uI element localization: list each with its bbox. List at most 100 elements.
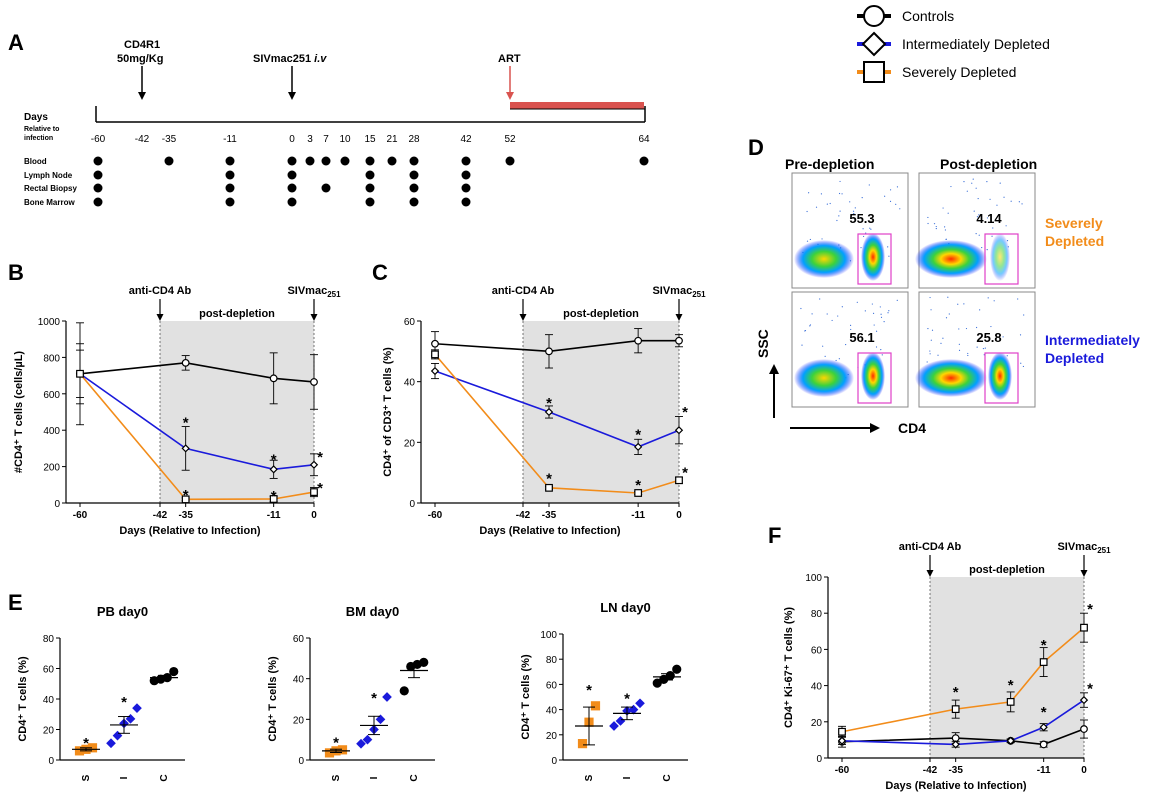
y-tick-label: 40 [546, 706, 558, 717]
flow-event-dot [979, 309, 981, 311]
sample-dot [365, 183, 375, 193]
flow-event-dot [896, 186, 899, 188]
y-tick-label: 40 [43, 695, 55, 706]
significance-star: * [624, 691, 630, 708]
flow-event-dot [1002, 336, 1004, 338]
timeline-day-label: 52 [504, 134, 516, 145]
flow-event-dot [1022, 365, 1025, 368]
flow-event-dot [865, 232, 867, 234]
flow-event-dot [944, 229, 947, 231]
y-tick-label: 60 [811, 645, 823, 656]
significance-star: * [1087, 681, 1093, 698]
data-point-C [169, 666, 179, 677]
flow-event-dot [971, 182, 973, 184]
y-tick-label: 1000 [38, 317, 61, 328]
sample-dot [225, 156, 235, 166]
flow-event-dot [875, 346, 878, 348]
flow-y-arrowhead [769, 364, 779, 374]
flow-event-dot [838, 192, 841, 195]
siv-label: SIVmac251 [287, 285, 341, 299]
series-line-intermediate [434, 370, 680, 448]
flow-event-dot [963, 303, 965, 305]
data-point-controls [1080, 725, 1088, 733]
flow-event-dot [984, 347, 986, 349]
x-tick-label: -35 [948, 765, 963, 776]
flow-event-dot [880, 316, 883, 318]
data-point-severe [310, 488, 318, 496]
y-tick-label: 20 [43, 726, 55, 737]
legend-circle-marker [863, 5, 885, 27]
chart-title: LN day0 [600, 600, 651, 615]
flow-event-dot [977, 197, 979, 200]
flow-event-dot [824, 355, 826, 357]
siv-label-main: SIVmac [1057, 541, 1097, 553]
y-tick-label: 600 [43, 390, 60, 401]
flow-event-dot [1017, 298, 1019, 300]
flow-event-dot [862, 228, 864, 230]
flow-event-dot [958, 343, 960, 345]
flow-event-dot [811, 313, 813, 315]
cd4-negative-population [915, 359, 987, 397]
flow-event-dot [879, 306, 881, 308]
y-tick-label: 0 [48, 756, 54, 767]
timeline-day-label: 28 [408, 134, 420, 145]
x-axis-label: Days (Relative to Infection) [479, 525, 621, 537]
series-line-intermediate [79, 373, 315, 471]
legend-item-controls: Controls [857, 5, 954, 27]
data-point-intermediate [1039, 723, 1048, 732]
timeline-day-label: -60 [91, 134, 106, 145]
x-tick-label: -11 [1037, 765, 1051, 776]
flow-event-dot [945, 238, 947, 241]
data-point-controls [1039, 740, 1048, 749]
significance-star: * [183, 487, 189, 504]
x-tick-label: -42 [923, 765, 938, 776]
sample-dot [387, 156, 397, 166]
data-point-S [337, 745, 348, 755]
data-point-C [399, 686, 409, 696]
anti-cd4-label: anti-CD4 Ab [492, 285, 555, 297]
siv-arrowhead [310, 314, 318, 321]
sample-row-label: Lymph Node [24, 171, 73, 180]
legend-label-intermediate: Intermediately Depleted [902, 36, 1050, 52]
flow-plot: 55.3 [791, 172, 909, 289]
flow-event-dot [1010, 200, 1012, 202]
y-axis-label: CD4⁺ Ki-67⁺ T cells (%) [783, 607, 795, 728]
sample-dot [409, 197, 419, 207]
y-tick-label: 0 [551, 756, 557, 767]
data-point-severe [181, 495, 190, 504]
anti-cd4-label: anti-CD4 Ab [129, 285, 192, 297]
flow-event-dot [950, 185, 952, 188]
flow-event-dot [860, 247, 862, 249]
flow-event-dot [809, 238, 811, 241]
siv-infection-label: SIVmac251 i.v [253, 53, 327, 65]
sample-row-label: Rectal Biopsy [24, 184, 77, 193]
flow-event-dot [887, 312, 889, 314]
flow-event-dot [849, 201, 851, 203]
data-point-severe [951, 705, 960, 714]
data-point-I [635, 698, 645, 709]
flow-event-dot [948, 313, 950, 315]
sample-dot [287, 183, 297, 193]
y-tick-label: 100 [805, 573, 822, 584]
timeline-day-label: 15 [364, 134, 376, 145]
flow-event-dot [940, 342, 942, 345]
y-axis-label: CD4⁺ of CD3⁺ T cells (%) [382, 347, 394, 477]
flow-x-axis-label: CD4 [898, 420, 926, 436]
flow-event-dot [1023, 314, 1025, 316]
data-point-controls [634, 336, 643, 345]
legend: Controls Intermediately Depleted Severel… [857, 5, 1050, 83]
gate-percentage: 56.1 [849, 330, 874, 345]
anti-cd4-label: anti-CD4 Ab [899, 541, 962, 553]
flow-event-dot [838, 358, 840, 360]
siv-arrowhead [1080, 570, 1088, 577]
cd4r1-label: CD4R1 [124, 39, 160, 51]
sample-dot [93, 183, 103, 193]
y-tick-label: 60 [546, 680, 558, 691]
sample-dot [461, 170, 471, 180]
sample-dot [93, 170, 103, 180]
cd4-gate [984, 352, 1019, 404]
flow-event-dot [975, 187, 977, 189]
legend-item-severe: Severely Depleted [857, 61, 1016, 83]
significance-star: * [953, 684, 959, 701]
